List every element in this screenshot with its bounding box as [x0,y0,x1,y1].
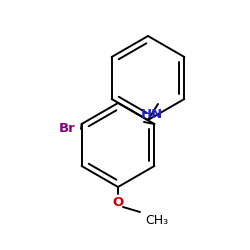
Text: HN: HN [141,108,163,120]
Text: CH₃: CH₃ [145,214,168,226]
Text: O: O [112,196,124,208]
Text: Br: Br [58,122,76,136]
